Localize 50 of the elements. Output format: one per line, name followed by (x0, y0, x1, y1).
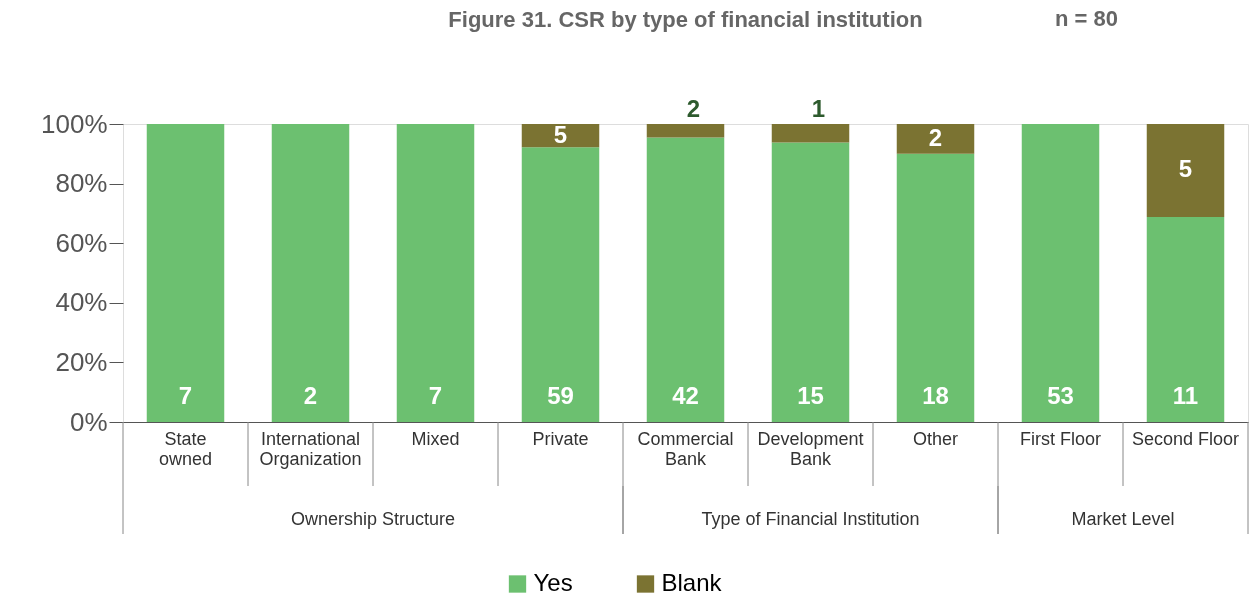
bar (1021, 124, 1100, 422)
annotation: 5 (1178, 155, 1193, 183)
x-tick-label: Commercial Bank (637, 428, 734, 469)
bar (646, 137, 725, 422)
bar (521, 147, 600, 422)
bar (1146, 124, 1225, 217)
annotation: 2 (686, 95, 701, 122)
legend-label: Blank (661, 569, 723, 596)
x-tick-label: International Organization (259, 428, 362, 469)
y-tick-label: 0% (69, 406, 108, 437)
bar (896, 153, 975, 422)
annotation: 5 (553, 120, 568, 148)
x-tick-label: Other (912, 428, 959, 449)
y-tick-label: 40% (55, 287, 108, 318)
bar (771, 124, 850, 143)
annotation: 2 (928, 123, 943, 151)
bar (646, 124, 725, 138)
annotation: 7 (178, 382, 193, 409)
y-tick-label: 100% (41, 108, 108, 139)
text: n = 80 (1055, 6, 1118, 31)
bar (396, 124, 475, 422)
annotation: 42 (672, 382, 699, 409)
text: Ownership Structure (290, 509, 456, 529)
bar (146, 124, 225, 422)
annotation: 11 (1172, 382, 1199, 409)
x-tick-label: Mixed (411, 428, 460, 449)
annotation: 18 (922, 382, 949, 409)
x-tick-label: First Floor (1020, 428, 1102, 449)
text: Market Level (1071, 509, 1175, 529)
chart-title: Figure 31. CSR by type of financial institution (448, 7, 923, 32)
x-tick-label: Private (532, 428, 589, 449)
text: Type of Financial Institution (701, 509, 920, 529)
annotation: 1 (811, 95, 826, 122)
annotation: 59 (547, 382, 574, 409)
bar (896, 124, 975, 154)
bar (271, 124, 350, 422)
annotation: 15 (797, 382, 824, 409)
bar (521, 124, 600, 148)
bar (1146, 216, 1225, 422)
legend-label: Yes (533, 569, 573, 596)
annotation: 7 (428, 382, 443, 409)
x-tick-label: Development Bank (757, 428, 864, 469)
y-tick-label: 20% (55, 346, 108, 377)
y-tick-label: 80% (55, 168, 108, 199)
annotation: 2 (303, 382, 318, 409)
y-tick-label: 60% (55, 227, 108, 258)
x-tick-label: State owned (158, 428, 213, 469)
bar (771, 142, 850, 422)
x-tick-label: Second Floor (1131, 428, 1240, 449)
annotation: 53 (1047, 382, 1074, 409)
